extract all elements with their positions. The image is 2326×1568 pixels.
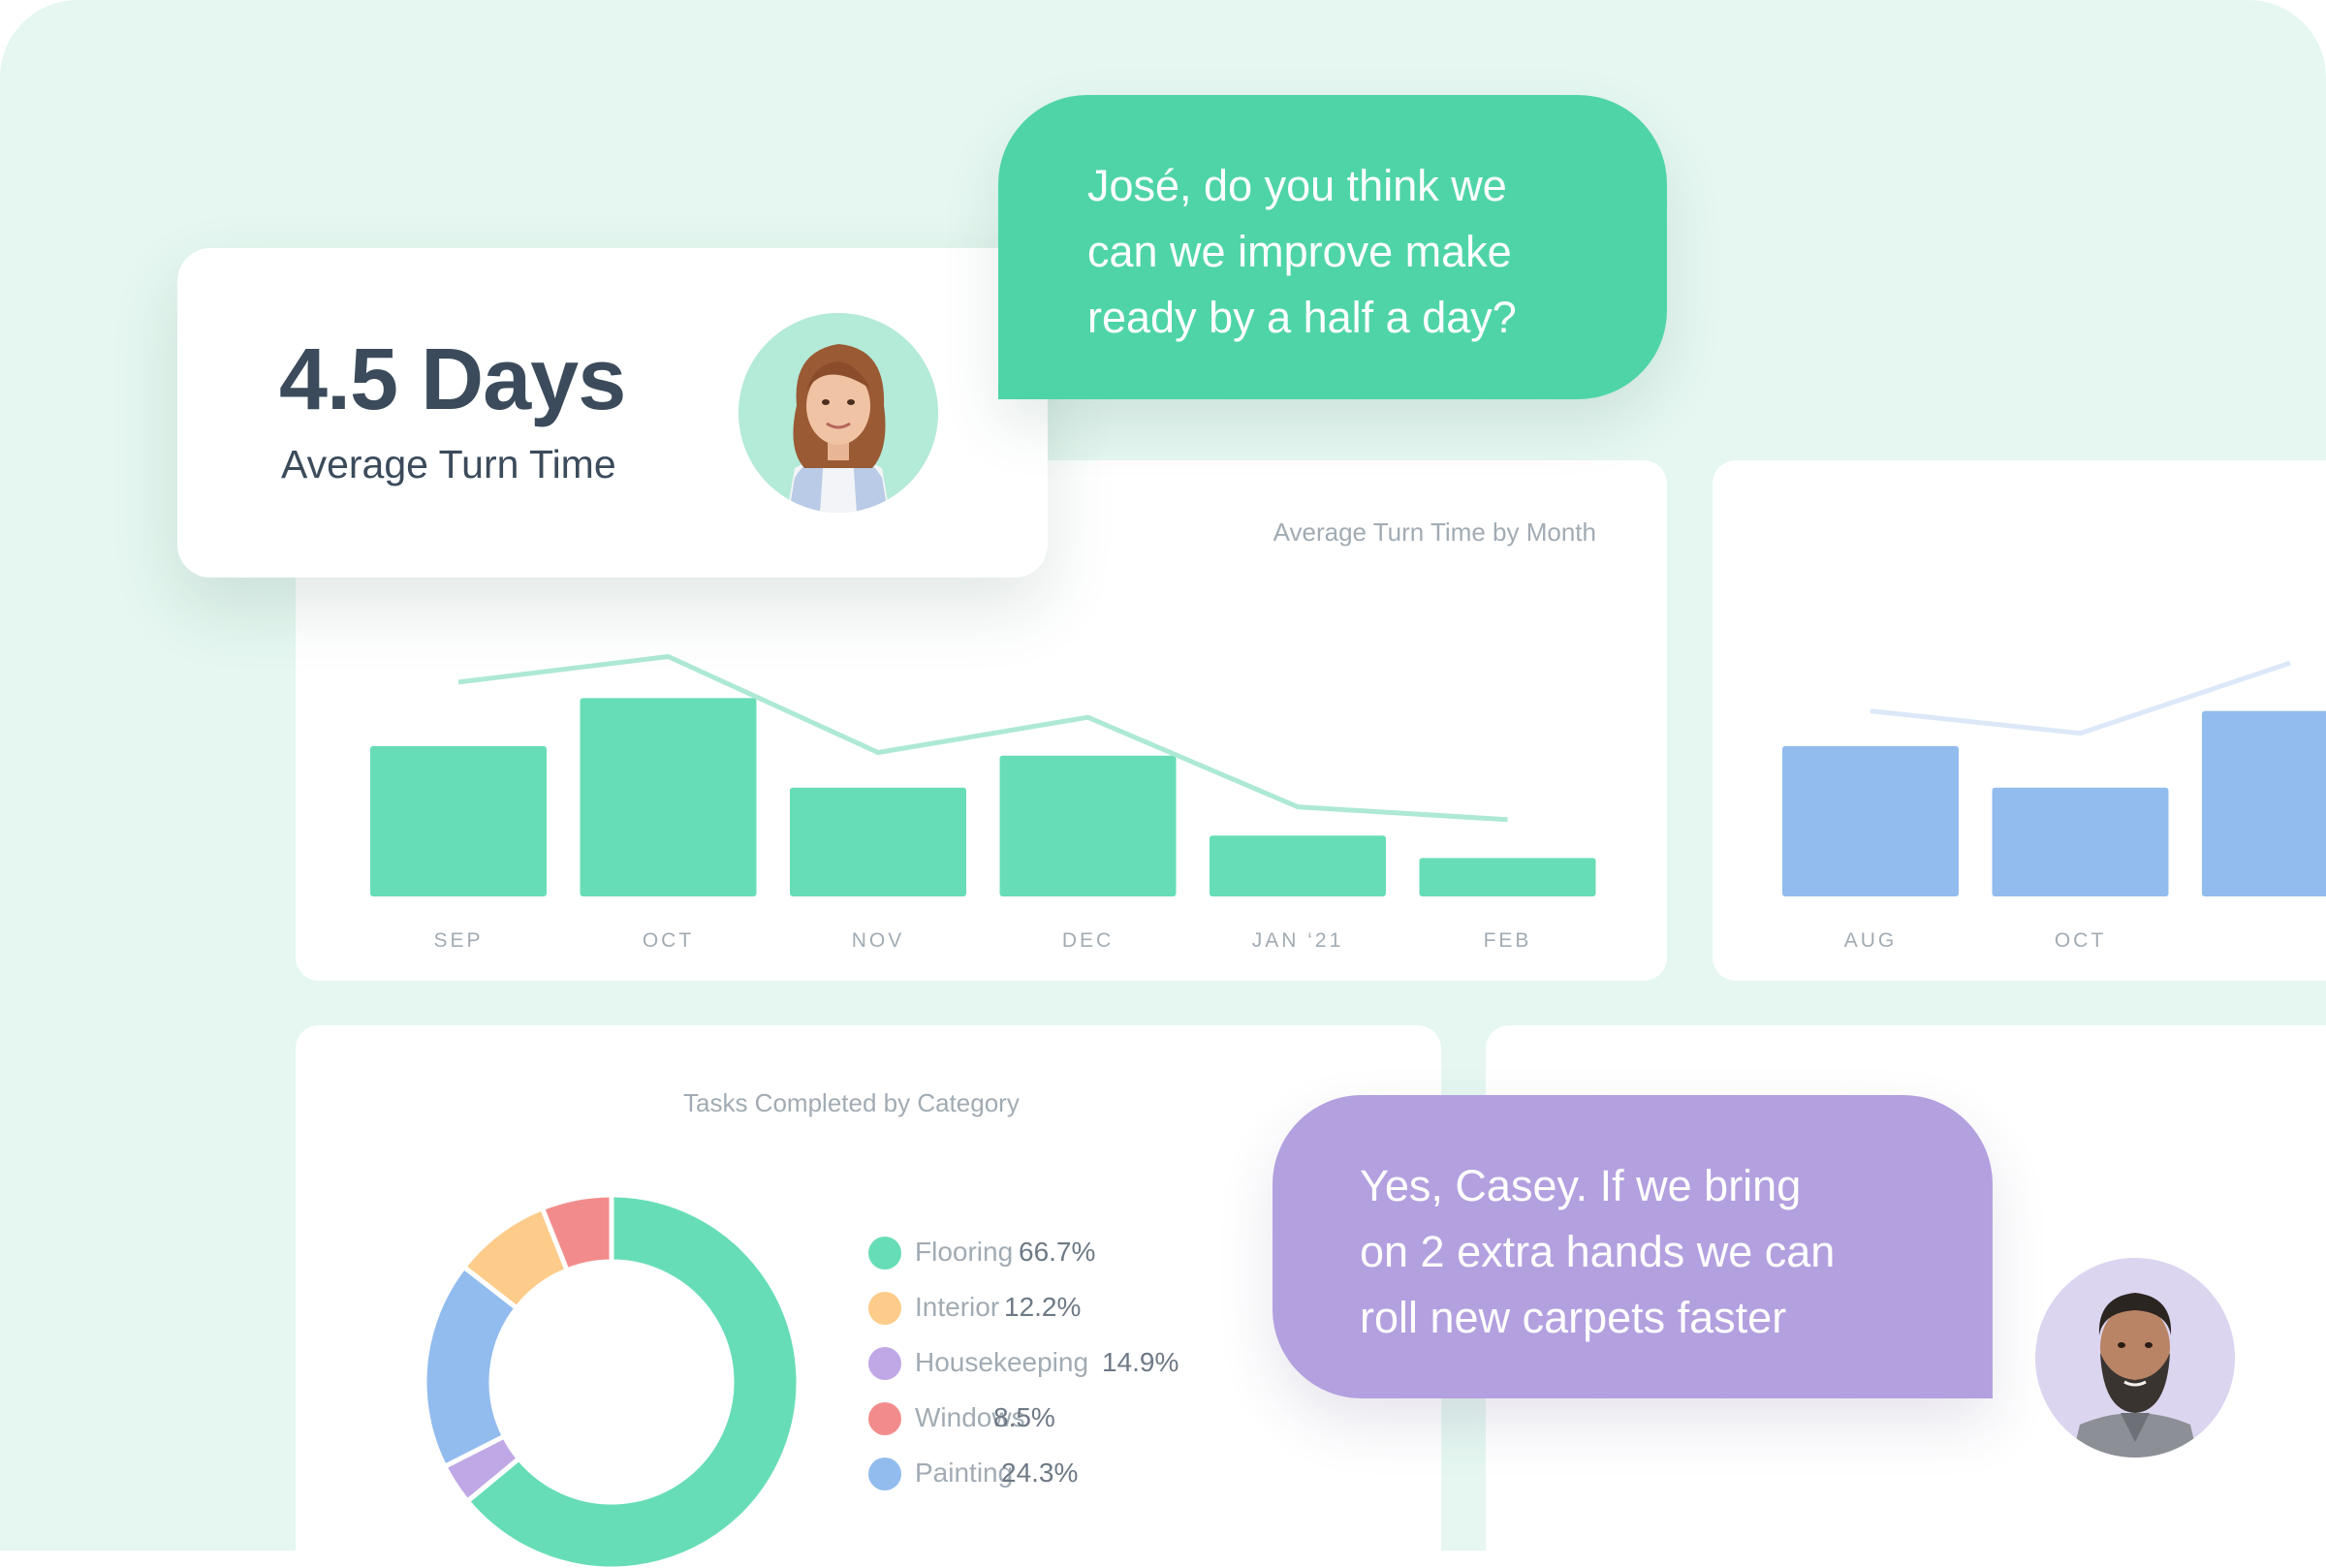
x-tick-label: AUG xyxy=(1844,929,1898,952)
message-line: roll new carpets faster xyxy=(1360,1293,1787,1342)
turn-time-chart: SEP OCT NOV DEC JAN ‘21 FEB xyxy=(370,654,1596,952)
tasks-by-category-card: Tasks Completed by Category Flooring 66.7… xyxy=(296,1025,1441,1568)
legend-value: 24.3% xyxy=(1001,1458,1079,1488)
chart-title: Tasks Completed by Category xyxy=(683,1088,1020,1117)
legend-dot xyxy=(868,1347,901,1380)
legend-dot xyxy=(868,1292,901,1325)
legend-value: 66.7% xyxy=(1019,1237,1096,1267)
legend-dot xyxy=(868,1237,901,1270)
legend-value: 14.9% xyxy=(1102,1347,1179,1377)
chart-bar xyxy=(1992,787,2169,896)
x-tick-label: DEC xyxy=(1062,929,1114,952)
x-tick-label: SEP xyxy=(433,929,483,952)
chart-bar xyxy=(580,698,757,896)
tasks-donut-chart xyxy=(422,1192,802,1568)
x-tick-label: OCT xyxy=(643,929,694,952)
x-tick-label: FEB xyxy=(1484,929,1532,952)
donut-slice-flooring xyxy=(463,1192,802,1568)
kpi-label: Average Turn Time xyxy=(281,442,616,486)
jose-avatar xyxy=(2035,1258,2235,1458)
legend-label: Painting xyxy=(915,1458,1014,1488)
message-line: on 2 extra hands we can xyxy=(1360,1227,1836,1276)
legend-dot xyxy=(868,1402,901,1435)
chart-bar xyxy=(790,787,966,896)
chart-bar xyxy=(1210,835,1386,896)
casey-message-bubble: José, do you think we can we improve mak… xyxy=(998,95,1667,399)
legend-value: 8.5% xyxy=(993,1402,1055,1432)
x-tick-label: JAN ‘21 xyxy=(1252,929,1344,952)
donut-slice-windows xyxy=(539,1192,614,1274)
secondary-chart-card: AUG OCT xyxy=(1713,460,2326,981)
chart-bar xyxy=(1419,858,1596,896)
jose-message-bubble: Yes, Casey. If we bring on 2 extra hands… xyxy=(1273,1095,1993,1398)
legend-label: Housekeeping xyxy=(915,1347,1089,1377)
chart-bar xyxy=(2202,710,2326,896)
message-line: can we improve make xyxy=(1087,227,1512,276)
chart-bar xyxy=(1782,745,1959,896)
legend-label: Windows xyxy=(915,1402,1025,1432)
legend-dot xyxy=(868,1458,901,1490)
chart-bar xyxy=(370,745,547,896)
chart-title: Average Turn Time by Month xyxy=(1273,517,1596,547)
woman-portrait-icon xyxy=(739,313,938,513)
trend-line xyxy=(1870,660,2291,737)
message-line: José, do you think we xyxy=(1087,161,1507,210)
message-line: Yes, Casey. If we bring xyxy=(1360,1161,1802,1210)
legend-label: Interior xyxy=(915,1292,1000,1322)
x-tick-label: NOV xyxy=(852,929,905,952)
kpi-value: 4.5 Days xyxy=(279,331,626,428)
legend-value: 12.2% xyxy=(1004,1292,1082,1322)
legend-label: Flooring xyxy=(915,1237,1014,1267)
chart-bar xyxy=(999,755,1177,896)
casey-avatar xyxy=(739,313,938,513)
trend-line xyxy=(457,654,1508,823)
secondary-chart: AUG OCT xyxy=(1782,660,2326,952)
message-line: ready by a half a day? xyxy=(1087,293,1517,342)
x-tick-label: OCT xyxy=(2055,929,2106,952)
man-portrait-icon xyxy=(2035,1258,2235,1458)
